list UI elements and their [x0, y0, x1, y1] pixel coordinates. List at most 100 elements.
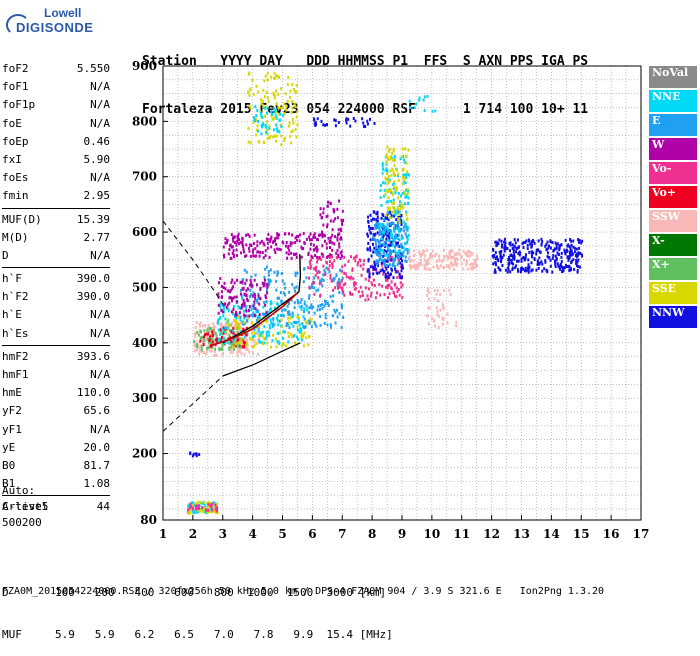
data-point [322, 278, 325, 282]
data-point [376, 212, 379, 216]
data-point [577, 240, 580, 244]
data-point [392, 243, 395, 247]
param-value: 390.0 [76, 290, 110, 304]
data-point [216, 321, 219, 325]
data-point [436, 299, 439, 303]
data-point [473, 258, 476, 262]
data-point [570, 268, 573, 272]
param-label: yE [2, 440, 16, 454]
data-point [354, 255, 357, 259]
data-point [313, 292, 316, 296]
data-point [544, 244, 547, 248]
data-point [229, 323, 232, 327]
data-point [379, 246, 382, 250]
data-point [340, 237, 343, 241]
data-point [398, 220, 401, 224]
data-point [242, 341, 245, 345]
data-point [295, 285, 298, 289]
data-point [372, 272, 375, 276]
data-point [293, 306, 296, 310]
data-point [260, 332, 263, 336]
param-row: C-level 44 [2, 498, 110, 516]
data-point [276, 331, 279, 335]
data-point [374, 232, 377, 236]
data-point [279, 123, 282, 127]
data-point [232, 239, 235, 243]
data-point [404, 195, 407, 199]
param-value: N/A [90, 326, 110, 340]
data-point [520, 259, 523, 263]
data-point [435, 260, 438, 264]
data-point [232, 327, 235, 331]
data-point [396, 241, 399, 245]
data-point [557, 264, 560, 268]
data-point [220, 330, 223, 334]
data-point [397, 261, 400, 265]
data-point [238, 327, 241, 331]
data-point [256, 250, 259, 254]
data-point [270, 321, 273, 325]
data-point [548, 255, 551, 259]
param-value: N/A [90, 116, 110, 130]
data-point [462, 267, 465, 271]
data-point [242, 278, 245, 282]
data-point [280, 125, 283, 129]
data-point [321, 284, 324, 288]
data-point [532, 251, 535, 255]
data-point [496, 243, 499, 247]
data-point [392, 260, 395, 264]
data-point [292, 121, 295, 125]
data-point [281, 313, 284, 317]
data-point [240, 341, 243, 345]
data-point [264, 254, 267, 258]
data-point [249, 254, 252, 258]
data-point [290, 298, 293, 302]
data-point [255, 318, 258, 322]
data-point [374, 239, 377, 243]
data-point [323, 239, 326, 243]
x-tick-label: 5 [278, 527, 286, 541]
data-point [452, 256, 455, 260]
data-point [551, 240, 554, 244]
data-point [422, 252, 425, 256]
data-point [331, 248, 334, 252]
data-point [338, 277, 341, 281]
data-point [476, 257, 479, 261]
data-point [300, 304, 303, 308]
data-point [248, 305, 251, 309]
data-point [339, 285, 342, 289]
data-point [555, 258, 558, 262]
data-point [514, 266, 517, 270]
data-point [238, 345, 241, 349]
data-point [276, 302, 279, 306]
param-label: h`F [2, 272, 22, 286]
data-point [266, 282, 269, 286]
data-point [208, 326, 211, 330]
data-point [237, 232, 240, 236]
data-point [469, 263, 472, 267]
data-point [512, 247, 515, 251]
data-point [387, 243, 390, 247]
data-point [282, 342, 285, 346]
data-point [332, 208, 335, 212]
data-point [387, 189, 390, 193]
data-point [254, 298, 257, 302]
data-point [229, 336, 232, 340]
data-point [297, 337, 300, 341]
data-point [547, 251, 550, 255]
data-point [224, 302, 227, 306]
data-point [417, 263, 420, 267]
data-point [251, 335, 254, 339]
data-point [206, 349, 209, 353]
data-point [404, 161, 407, 165]
data-point [200, 508, 203, 512]
data-point [240, 322, 243, 326]
data-point [378, 228, 381, 232]
data-point [310, 303, 313, 307]
data-point [384, 232, 387, 236]
data-point [281, 308, 284, 312]
data-point [441, 316, 444, 320]
data-point [324, 302, 327, 306]
data-point [257, 292, 260, 296]
data-point [304, 320, 307, 324]
